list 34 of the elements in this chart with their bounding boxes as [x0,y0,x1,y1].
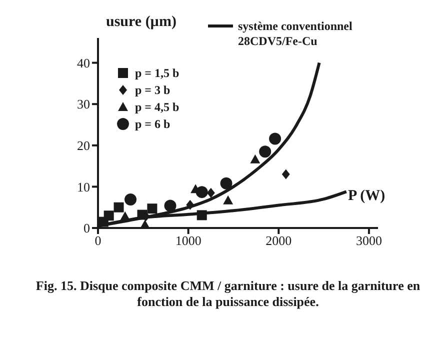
point [104,210,114,221]
legend-label: p = 4,5 b [135,100,180,114]
legend-label: p = 6 b [135,117,171,131]
legend-label: système conventionnel 28CDV5/Fe-Cu [238,19,353,48]
x-tick-label: 1000 [175,233,202,248]
y-tick-label: 0 [84,220,90,236]
legend-label: p = 1,5 b [135,66,180,80]
point [164,200,176,212]
point [206,188,215,198]
point [196,186,208,198]
legend-label: p = 3 b [135,83,171,97]
point [124,194,137,206]
x-tick-label: 2000 [266,233,292,248]
y-axis-title: usure (µm) [106,14,176,30]
point [196,210,207,220]
point [282,169,290,180]
point [186,200,194,210]
y-tick-label: 20 [77,138,90,154]
x-tick-label: 3000 [356,233,382,248]
y-tick-label: 30 [77,96,90,112]
point [147,204,158,214]
point [250,154,260,164]
point [223,195,234,204]
caption: Fig. 15. Disque composite CMM / garniture : usure de la garniture en fonction de la puissance dissipée. [34,278,422,310]
y-tick-label: 10 [77,179,90,194]
y-tick-label: 40 [77,55,90,70]
point [120,211,130,220]
x-axis-title: P (W) [348,188,386,204]
x-tick-label: 0 [94,233,102,248]
point [114,202,124,212]
point [259,146,272,158]
point [140,220,150,228]
point [269,132,282,145]
point [220,177,232,190]
